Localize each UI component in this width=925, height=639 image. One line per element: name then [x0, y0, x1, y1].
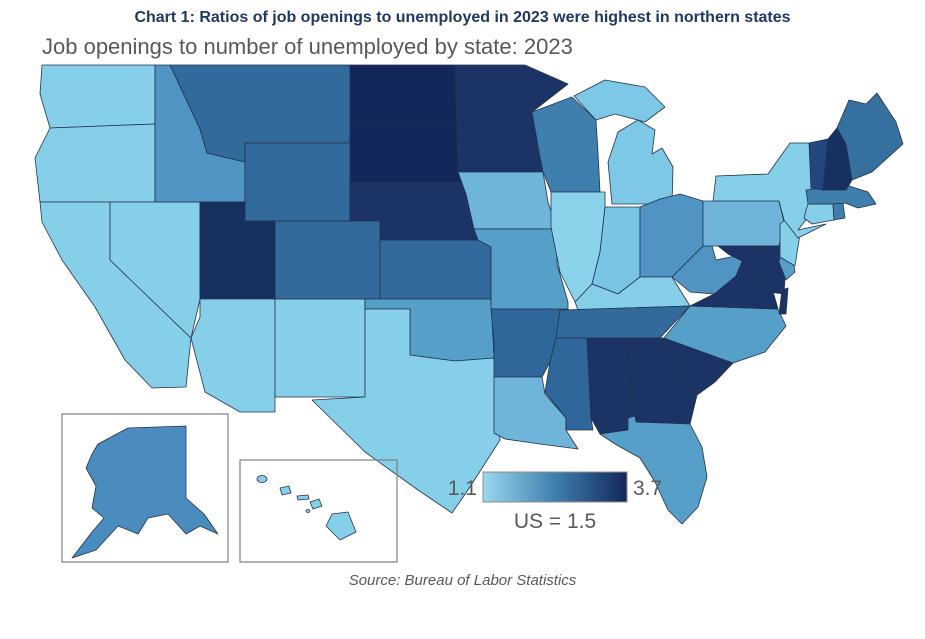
state-louisiana: [493, 376, 579, 450]
legend-gradient-bar: [482, 471, 628, 503]
state-michigan: [607, 119, 674, 205]
state-oregon: [34, 123, 156, 203]
state-alaska: [71, 425, 219, 559]
state-washington: [39, 64, 156, 129]
state-virginia-eastern-shore: [778, 287, 789, 315]
state-north-dakota: [349, 64, 459, 124]
legend-min-label: 1.1: [448, 477, 477, 500]
legend: 1.1 3.7 US = 1.5: [448, 471, 662, 533]
state-iowa: [457, 171, 558, 230]
map-container: 1.1 3.7 US = 1.5: [0, 62, 925, 572]
state-connecticut: [803, 203, 835, 225]
alaska-inset-box: [61, 413, 229, 563]
source-note: Source: Bureau of Labor Statistics: [348, 572, 577, 589]
state-arizona: [190, 298, 276, 413]
legend-us-label: US = 1.5: [514, 510, 596, 533]
state-texas: [311, 308, 501, 514]
us-choropleth-map: 1.1 3.7 US = 1.5: [34, 64, 904, 563]
state-maine: [836, 92, 904, 181]
legend-max-label: 3.7: [633, 477, 662, 500]
hawaii-inset-box: [239, 459, 398, 563]
state-colorado: [274, 220, 381, 300]
state-new-mexico: [274, 298, 366, 398]
state-florida: [599, 415, 708, 525]
state-kansas: [379, 239, 492, 300]
state-pennsylvania: [702, 200, 785, 247]
state-wyoming: [244, 142, 351, 222]
state-maryland: [717, 245, 786, 295]
state-massachusetts: [805, 184, 877, 209]
chart-title: Chart 1: Ratios of job openings to unemp…: [134, 9, 791, 26]
chart-subtitle: Job openings to number of unemployed by …: [42, 34, 573, 59]
state-hawaii: [256, 475, 357, 541]
state-michigan-up: [573, 79, 666, 123]
state-rhode-island: [832, 202, 846, 221]
state-south-dakota: [349, 122, 463, 183]
